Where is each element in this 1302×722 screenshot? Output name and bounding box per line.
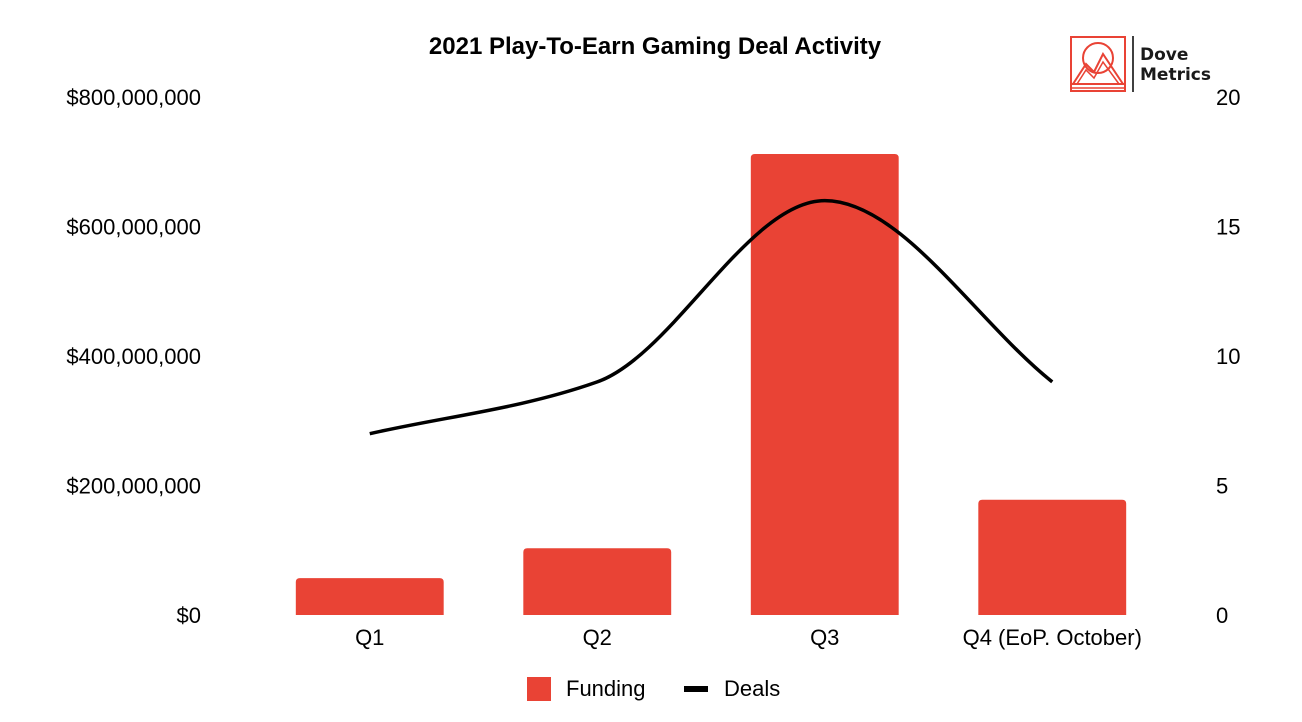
x-axis-tick-label: Q2 xyxy=(583,625,612,650)
funding-bar xyxy=(295,578,444,615)
right-axis-ticks: 0 5 10 15 20 xyxy=(1216,85,1240,628)
left-axis-ticks: $0 $200,000,000 $400,000,000 $600,000,000 $8… xyxy=(66,85,201,628)
legend-funding-swatch xyxy=(527,677,551,701)
x-axis-tick-label: Q1 xyxy=(355,625,384,650)
right-axis-tick-label: 15 xyxy=(1216,215,1240,240)
right-axis-tick-label: 10 xyxy=(1216,344,1240,369)
logo-text-line2: Metrics xyxy=(1140,65,1211,85)
funding-bar xyxy=(750,153,899,616)
legend: Funding Deals xyxy=(527,676,780,701)
deals-line-series xyxy=(369,198,1054,436)
right-axis-tick-label: 0 xyxy=(1216,603,1228,628)
funding-bars xyxy=(295,153,1127,616)
legend-deals-swatch xyxy=(684,686,708,692)
x-axis-labels: Q1 Q2 Q3 Q4 (EoP. October) xyxy=(355,625,1142,650)
x-axis-tick-label: Q3 xyxy=(810,625,839,650)
legend-deals-label: Deals xyxy=(724,676,780,701)
chart-title: 2021 Play-To-Earn Gaming Deal Activity xyxy=(429,33,882,60)
left-axis-tick-label: $400,000,000 xyxy=(66,344,201,369)
right-axis-tick-label: 20 xyxy=(1216,85,1240,110)
mountain-logo-icon xyxy=(1070,36,1126,92)
x-axis-tick-label: Q4 (EoP. October) xyxy=(963,625,1142,650)
dove-metrics-logo: Dove Metrics xyxy=(1070,36,1211,92)
right-axis-tick-label: 5 xyxy=(1216,474,1228,499)
funding-bar xyxy=(978,499,1127,615)
logo-text-line1: Dove xyxy=(1140,45,1188,65)
left-axis-tick-label: $0 xyxy=(177,603,201,628)
left-axis-tick-label: $800,000,000 xyxy=(66,85,201,110)
funding-bar xyxy=(523,548,672,615)
left-axis-tick-label: $200,000,000 xyxy=(66,474,201,499)
legend-funding-label: Funding xyxy=(566,676,646,701)
left-axis-tick-label: $600,000,000 xyxy=(66,215,201,240)
deals-line xyxy=(369,198,1054,436)
